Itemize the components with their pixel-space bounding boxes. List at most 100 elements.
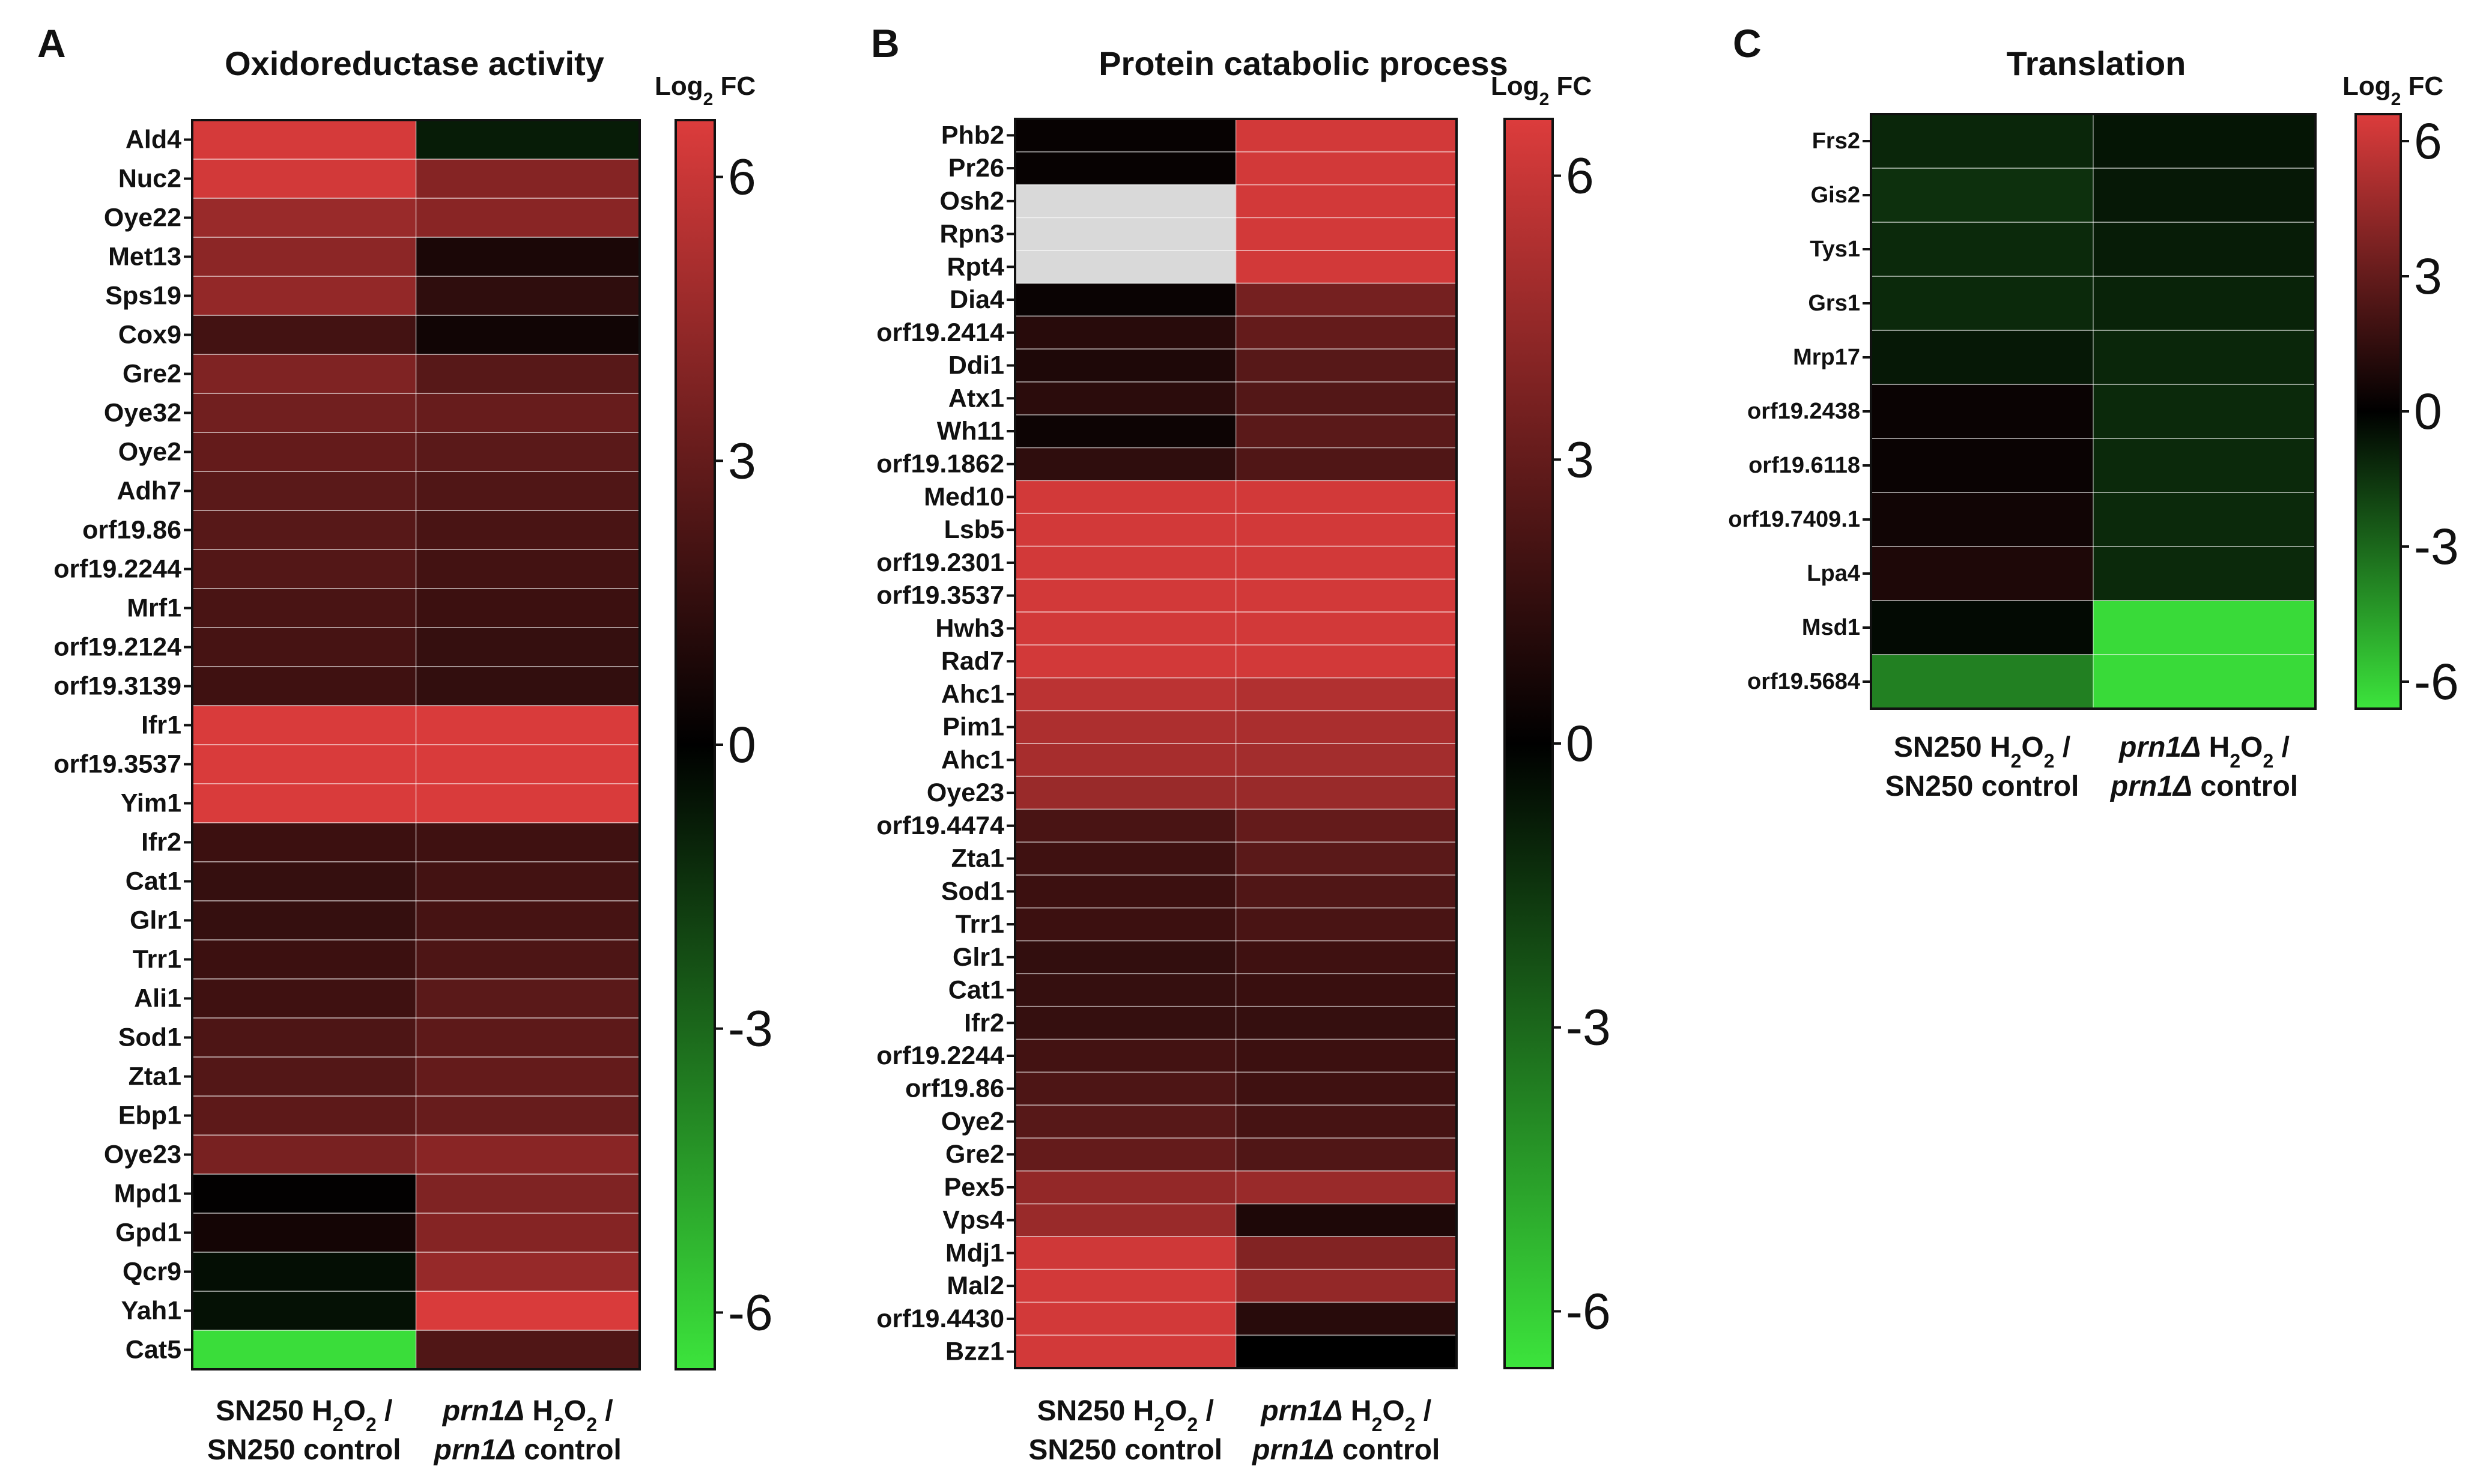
heatmap-cell [192,471,417,511]
heatmap-cell [1015,283,1237,317]
heatmap-cell [1015,1237,1237,1270]
row-label: orf19.3537 [876,581,1004,610]
colorbar-tick-label: 6 [728,149,756,205]
heatmap-cell [416,1018,640,1058]
heatmap-cell [2093,222,2316,277]
heatmap-cell [2093,601,2316,655]
heatmap-cell [416,667,640,706]
heatmap-cell [1235,1302,1457,1336]
column-label-line1: SN250 H2O2 / [216,1395,392,1435]
heatmap-cell [1235,283,1457,317]
row-label: Sod1 [118,1023,181,1052]
heatmap-cell [1235,1204,1457,1237]
heatmap-cell [192,628,417,667]
colorbar-tick-label: -3 [2414,518,2459,575]
heatmap-cell [1235,776,1457,810]
heatmap-cell [192,862,417,901]
heatmap-cell [1015,119,1237,153]
heatmap-cell [1235,480,1457,514]
heatmap-cell [192,784,417,823]
heatmap-cell [416,510,640,550]
heatmap-cell [416,315,640,355]
heatmap-cell [416,862,640,901]
row-label: Ahc1 [941,680,1004,709]
heatmap-cell [416,120,640,160]
heatmap-cell [1235,217,1457,251]
heatmap-panel-a: A Oxidoreductase activity Ald4 Nuc2 Oye22 Met… [37,21,773,1466]
heatmap-cell [1015,744,1237,777]
row-label: Gre2 [945,1140,1004,1169]
heatmap-cell [416,1252,640,1292]
column-label-line1: SN250 H2O2 / [1894,731,2070,772]
heatmap-cell [1235,250,1457,284]
row-labels: Frs2 Gis2 Tys1 Grs1 Mrp17 orf19.2438 orf19.611… [1728,129,1871,694]
row-label: Tys1 [1810,237,1860,262]
heatmap-cell [1015,974,1237,1007]
row-label: Rpt4 [947,252,1004,281]
heatmap-cell [1235,1039,1457,1073]
heatmap-cell [1871,168,2094,223]
heatmap-cell [416,1096,640,1136]
heatmap-cell [2093,547,2316,601]
heatmap-frame [1014,118,1458,1369]
heatmap-cell [1235,119,1457,153]
heatmap-cell [416,276,640,316]
row-label: Sps19 [105,282,181,310]
heatmap-cell [192,823,417,862]
heatmap-cell [1015,842,1237,876]
colorbar-tick-label: 3 [728,432,756,489]
heatmap-cell [1015,809,1237,843]
row-label: Trr1 [956,910,1004,939]
heatmap-cell [416,198,640,238]
heatmap-cell [416,1135,640,1175]
heatmap-cell [1235,1105,1457,1139]
row-label: Gpd1 [115,1219,181,1247]
row-label: orf19.3139 [53,672,181,701]
colorbar-ticks: 6 3 0 -3 -6 [1553,148,1611,1339]
heatmap-cell [1235,874,1457,909]
row-label: Oye23 [104,1140,181,1169]
row-label: Cat5 [126,1336,181,1364]
heatmap-cell [2093,276,2316,331]
row-label: Med10 [924,482,1004,511]
colorbar-ticks: 6 3 0 -3 -6 [715,149,773,1340]
heatmap-cell [1015,1335,1237,1369]
heatmap-cell [1015,151,1237,186]
panel-letter: C [1733,21,1762,65]
heatmap-cell [1015,480,1237,514]
row-label: Atx1 [948,384,1004,413]
heatmap-cell [1235,1137,1457,1172]
heatmap-cell [416,823,640,862]
row-label: orf19.86 [905,1074,1004,1103]
heatmap-cell [1235,809,1457,843]
row-label: Ebp1 [118,1101,181,1130]
row-label: Ifr2 [141,828,181,857]
row-label: Mrf1 [127,594,181,623]
heatmap-cell [2093,655,2316,709]
heatmap-cell [1015,447,1237,481]
column-labels: SN250 H2O2 /SN250 control prn1Δ H2O2 /prn… [207,1395,622,1466]
row-label: Dia4 [950,285,1004,314]
row-label: orf19.86 [82,516,181,545]
row-label: Osh2 [939,187,1004,216]
heatmap-cell [1871,438,2094,493]
colorbar-tick-label: -3 [1566,999,1611,1056]
row-label: Mdj1 [945,1238,1004,1267]
heatmap-cell [1015,940,1237,974]
row-label: Gis2 [1811,183,1860,208]
colorbar-tick-label: 3 [1566,431,1594,488]
row-label: Oye22 [104,204,181,232]
heatmap-cell [1235,744,1457,777]
row-label: orf19.2301 [876,548,1004,577]
row-labels: Phb2 Pr26 Osh2 Rpn3 Rpt4 Dia4 orf19.2414 Ddi1 At… [876,121,1015,1366]
heatmap-cell [1235,644,1457,679]
heatmap-cell [416,550,640,589]
heatmap-cell [2093,438,2316,493]
panel-title: Protein catabolic process [1099,44,1508,82]
heatmap-cell [1015,776,1237,810]
heatmap-cell [416,745,640,784]
heatmap-cell [192,432,417,472]
row-label: orf19.7409.1 [1728,507,1860,532]
heatmap-cell [1871,222,2094,277]
heatmap-cell [192,315,417,355]
